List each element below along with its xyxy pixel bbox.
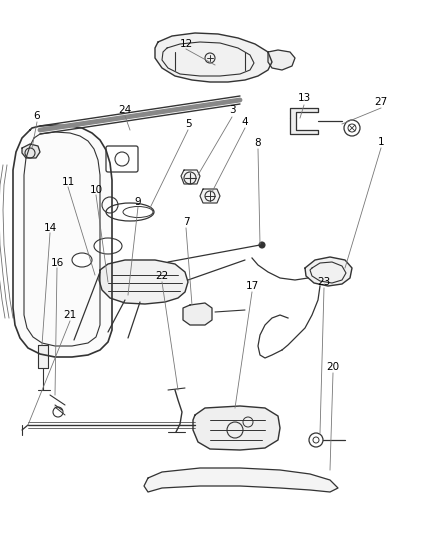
Ellipse shape xyxy=(94,238,122,254)
Polygon shape xyxy=(22,144,40,158)
Polygon shape xyxy=(181,170,200,184)
Text: 24: 24 xyxy=(118,105,132,115)
Polygon shape xyxy=(290,108,318,134)
Polygon shape xyxy=(155,33,272,82)
Text: 12: 12 xyxy=(180,39,193,49)
Text: 5: 5 xyxy=(185,119,191,129)
Text: 3: 3 xyxy=(229,105,235,115)
Polygon shape xyxy=(305,257,352,286)
Text: 1: 1 xyxy=(378,137,384,147)
Text: 17: 17 xyxy=(245,281,258,291)
Text: 23: 23 xyxy=(318,277,331,287)
Ellipse shape xyxy=(123,206,153,217)
Polygon shape xyxy=(268,50,295,70)
Polygon shape xyxy=(99,260,188,304)
Polygon shape xyxy=(144,468,338,492)
Text: 14: 14 xyxy=(43,223,57,233)
Ellipse shape xyxy=(72,253,92,267)
Text: 13: 13 xyxy=(297,93,311,103)
Polygon shape xyxy=(38,345,48,368)
Text: 21: 21 xyxy=(64,310,77,320)
Text: 16: 16 xyxy=(50,258,64,268)
Text: 4: 4 xyxy=(242,117,248,127)
Polygon shape xyxy=(183,303,212,325)
FancyBboxPatch shape xyxy=(106,146,138,172)
Text: 27: 27 xyxy=(374,97,388,107)
Text: 11: 11 xyxy=(61,177,74,187)
Text: 6: 6 xyxy=(34,111,40,121)
Ellipse shape xyxy=(106,203,154,221)
Polygon shape xyxy=(193,406,280,450)
Text: 20: 20 xyxy=(326,362,339,372)
Text: 8: 8 xyxy=(254,138,261,148)
Text: 7: 7 xyxy=(183,217,189,227)
Text: 22: 22 xyxy=(155,271,169,281)
Polygon shape xyxy=(13,125,112,357)
Text: 9: 9 xyxy=(135,197,141,207)
Circle shape xyxy=(259,242,265,248)
Text: 10: 10 xyxy=(89,185,102,195)
Polygon shape xyxy=(200,189,220,203)
